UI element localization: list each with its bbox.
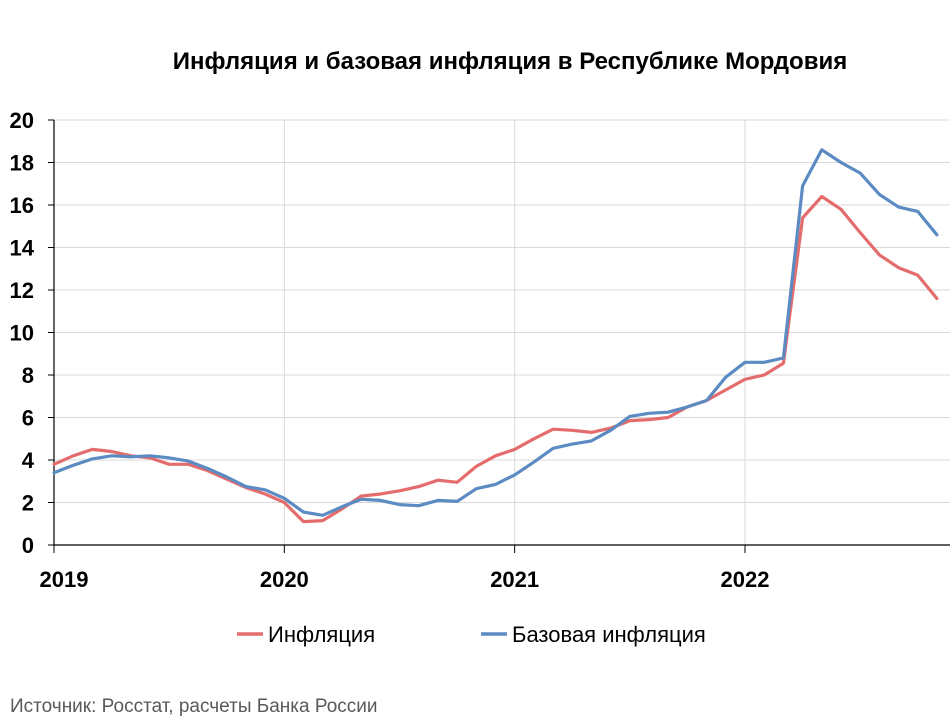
y-tick-label: 4 [22, 448, 35, 473]
legend: Инфляция Базовая инфляция [237, 622, 706, 647]
x-tick-label: 2022 [721, 567, 770, 592]
y-tick-label: 16 [10, 193, 34, 218]
series-lines [52, 148, 939, 524]
y-tick-label: 6 [22, 406, 34, 431]
series-line-core-inflation [52, 148, 939, 517]
x-tick-labels: 2019 2020 2021 2022 [40, 567, 770, 592]
y-tick-label: 8 [22, 363, 34, 388]
axes [48, 119, 950, 553]
y-tick-labels: 0 2 4 6 8 10 12 14 16 18 20 [10, 108, 35, 558]
x-tick-label: 2020 [260, 567, 309, 592]
x-tick-label: 2021 [490, 567, 539, 592]
chart-title: Инфляция и базовая инфляция в Республике… [173, 48, 847, 75]
x-tick-label: 2019 [40, 567, 89, 592]
y-tick-label: 10 [10, 321, 34, 346]
y-tick-label: 0 [22, 533, 34, 558]
gridlines [54, 119, 950, 545]
y-tick-label: 18 [10, 151, 34, 176]
source-note: Источник: Росстат, расчеты Банка России [10, 696, 378, 717]
y-tick-label: 20 [10, 108, 34, 133]
series-line-inflation [52, 194, 939, 524]
legend-label: Инфляция [268, 622, 375, 647]
y-tick-label: 12 [10, 278, 34, 303]
legend-label: Базовая инфляция [512, 622, 706, 647]
y-tick-label: 2 [22, 491, 34, 516]
y-tick-label: 14 [10, 236, 35, 261]
